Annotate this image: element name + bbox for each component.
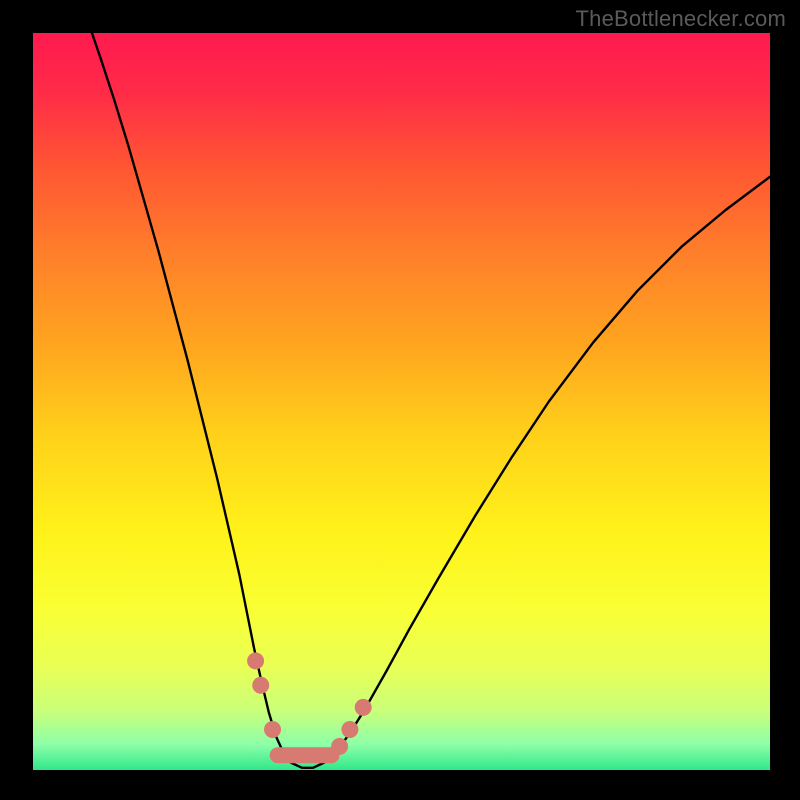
curve-marker (252, 677, 269, 694)
curve-marker (264, 721, 281, 738)
curve-marker (355, 699, 372, 716)
curve-marker (247, 652, 264, 669)
chart-frame: TheBottlenecker.com (0, 0, 800, 800)
plot-area (33, 33, 770, 770)
gradient-background (33, 33, 770, 770)
watermark-text: TheBottlenecker.com (576, 6, 786, 32)
curve-marker (331, 738, 348, 755)
curve-marker (341, 721, 358, 738)
